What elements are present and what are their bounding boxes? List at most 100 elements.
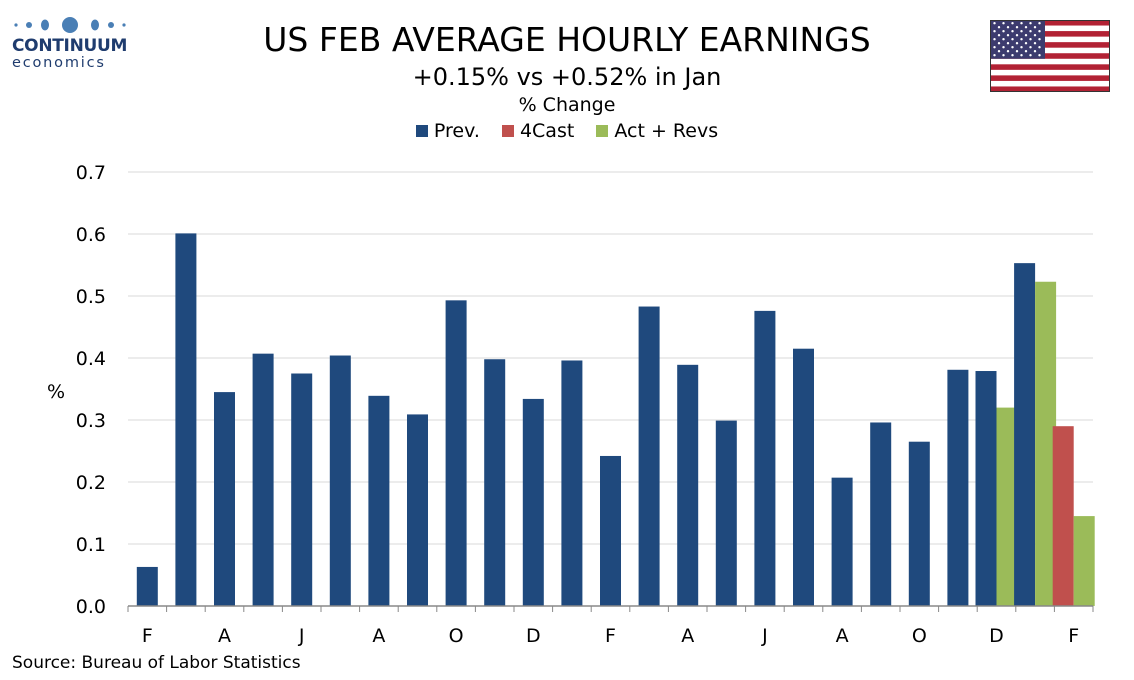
bar-prev: [600, 455, 621, 606]
x-axis: [127, 605, 1094, 612]
bar-prev: [214, 392, 235, 606]
bar-prev: [329, 355, 351, 606]
flag-star: [1033, 34, 1037, 37]
legend-label-4cast: 4Cast: [519, 120, 575, 142]
flag-star: [1015, 50, 1019, 53]
chart-subtitle: +0.15% vs +0.52% in Jan: [412, 63, 722, 91]
flag-star: [993, 38, 996, 41]
x-tick-label: J: [298, 625, 305, 647]
bar-prev: [136, 566, 158, 606]
legend-item-prev: Prev.: [415, 118, 480, 144]
flag-star: [997, 50, 1001, 53]
flag-star: [1024, 26, 1028, 29]
flag-star: [993, 30, 996, 33]
bar-prev: [445, 300, 467, 606]
bar-prev: [291, 373, 313, 606]
chart-title: US FEB AVERAGE HOURLY EARNINGS: [263, 20, 871, 59]
bar-prev: [522, 398, 544, 606]
bar-act-revs: [1035, 281, 1057, 606]
x-tick-label: A: [218, 625, 231, 647]
bar-act-revs: [996, 407, 1018, 606]
flag-star: [1038, 54, 1041, 57]
source-note: Source: Bureau of Labor Statistics: [12, 653, 301, 673]
flag-star: [1029, 38, 1032, 41]
y-tick-label: 0.6: [76, 224, 106, 246]
flag-star: [1020, 22, 1023, 25]
flag-star: [1033, 50, 1037, 53]
x-tick-label: A: [681, 625, 694, 647]
flag-star: [1029, 54, 1032, 57]
flag-star: [1038, 30, 1041, 33]
flag-star: [1002, 22, 1005, 25]
logo: CONTINUUM economics: [12, 14, 137, 71]
flag-star: [1011, 22, 1014, 25]
flag-star: [1011, 30, 1014, 33]
bar-prev: [368, 395, 390, 606]
logo-subtitle: economics: [12, 55, 106, 71]
y-tick-label: 0.1: [76, 534, 106, 556]
flag-star: [1006, 42, 1010, 45]
flag-star: [1015, 26, 1019, 29]
flag-star: [1015, 34, 1019, 37]
legend-label-prev: Prev.: [433, 120, 480, 142]
x-tick-label: O: [912, 625, 927, 647]
x-tick-label: A: [836, 625, 849, 647]
flag-star: [1006, 26, 1010, 29]
flag-star: [1033, 26, 1037, 29]
flag-star: [1020, 38, 1023, 41]
bar-prev: [252, 353, 274, 606]
bar-4cast: [1052, 426, 1074, 606]
flag-star: [1011, 38, 1014, 41]
bar-prev: [947, 369, 969, 606]
y-tick-label: 0.5: [76, 286, 106, 308]
x-tick-label: J: [761, 625, 768, 647]
legend: Prev. 4Cast Act + Revs: [0, 118, 1134, 144]
logo-wordmark: CONTINUUM: [12, 36, 128, 56]
bar-prev: [870, 422, 892, 606]
flag-star: [1033, 42, 1037, 45]
bar-act-revs: [1073, 516, 1095, 606]
flag-star: [1002, 30, 1005, 33]
bar-prev: [831, 477, 853, 606]
flag-star: [1002, 46, 1005, 49]
bar-prev: [175, 233, 197, 606]
flag-star: [997, 42, 1001, 45]
x-tick-label: D: [989, 625, 1004, 647]
flag-star: [1020, 54, 1023, 57]
flag-star: [1024, 50, 1028, 53]
bar-prev: [1014, 263, 1036, 606]
flag-star: [1020, 46, 1023, 49]
legend-swatch-prev: [415, 125, 428, 137]
flag-star: [1020, 30, 1023, 33]
y-tick-label: 0.3: [76, 410, 106, 432]
flag-star: [1011, 54, 1014, 57]
legend-item-act: Act + Revs: [596, 118, 718, 144]
legend-swatch-4cast: [501, 125, 514, 137]
flag-star: [1011, 46, 1014, 49]
bar-prev: [754, 310, 776, 606]
flag-star: [1029, 46, 1032, 49]
flag-star: [993, 46, 996, 49]
y-tick-label: 0.4: [76, 348, 106, 370]
x-tick-label: F: [142, 625, 153, 647]
bar-prev: [638, 306, 660, 606]
bar-prev: [677, 364, 699, 606]
gridlines: [128, 171, 1093, 545]
flag-star: [997, 34, 1001, 37]
bar-prev: [484, 359, 506, 606]
y-tick-label: 0.2: [76, 472, 106, 494]
flag-star: [1002, 54, 1005, 57]
x-tick-label: D: [526, 625, 541, 647]
x-tick-label: F: [605, 625, 616, 647]
flag-star: [993, 22, 996, 25]
bar-prev: [715, 420, 737, 606]
y-axis-ticks: 0.0 0.1 0.2 0.3 0.4 0.5 0.6 0.7: [76, 162, 106, 618]
x-tick-label: O: [449, 625, 464, 647]
flag-star: [1015, 42, 1019, 45]
y-axis-label: %: [47, 381, 65, 403]
y-tick-label: 0.0: [76, 596, 106, 618]
y-tick-label: 0.7: [76, 162, 106, 184]
flag-star: [1038, 46, 1041, 49]
